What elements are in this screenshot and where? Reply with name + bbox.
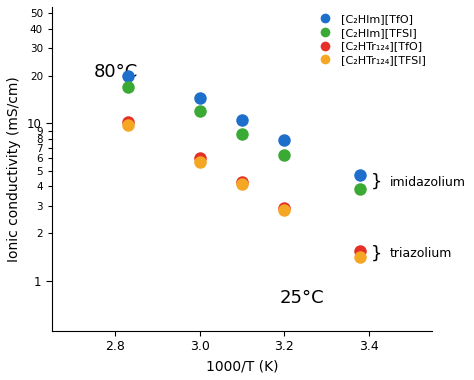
X-axis label: 1000/T (K): 1000/T (K) [206,359,278,373]
Text: 80°C: 80°C [93,63,138,81]
Point [196,159,203,165]
Point [280,137,288,143]
Point [124,84,132,90]
Point [356,248,364,254]
Y-axis label: Ionic conductivity (mS/cm): Ionic conductivity (mS/cm) [7,76,21,262]
Legend: [C₂HIm][TfO], [C₂HIm][TFSI], [C₂HTr₁₂₄][TfO], [C₂HTr₁₂₄][TFSI]: [C₂HIm][TfO], [C₂HIm][TFSI], [C₂HTr₁₂₄][… [310,9,430,70]
Point [280,207,288,213]
Point [196,155,203,161]
Point [280,152,288,158]
Point [124,73,132,79]
Text: triazolium: triazolium [390,247,452,260]
Text: }: } [371,173,382,191]
Text: 25°C: 25°C [280,290,325,307]
Point [238,131,246,138]
Point [124,119,132,125]
Point [196,108,203,114]
Point [196,95,203,101]
Point [238,181,246,187]
Point [356,254,364,260]
Point [238,117,246,123]
Point [238,179,246,185]
Text: imidazolium: imidazolium [390,176,465,189]
Point [280,205,288,211]
Text: }: } [371,245,382,263]
Point [356,172,364,178]
Point [124,122,132,128]
Point [356,187,364,193]
